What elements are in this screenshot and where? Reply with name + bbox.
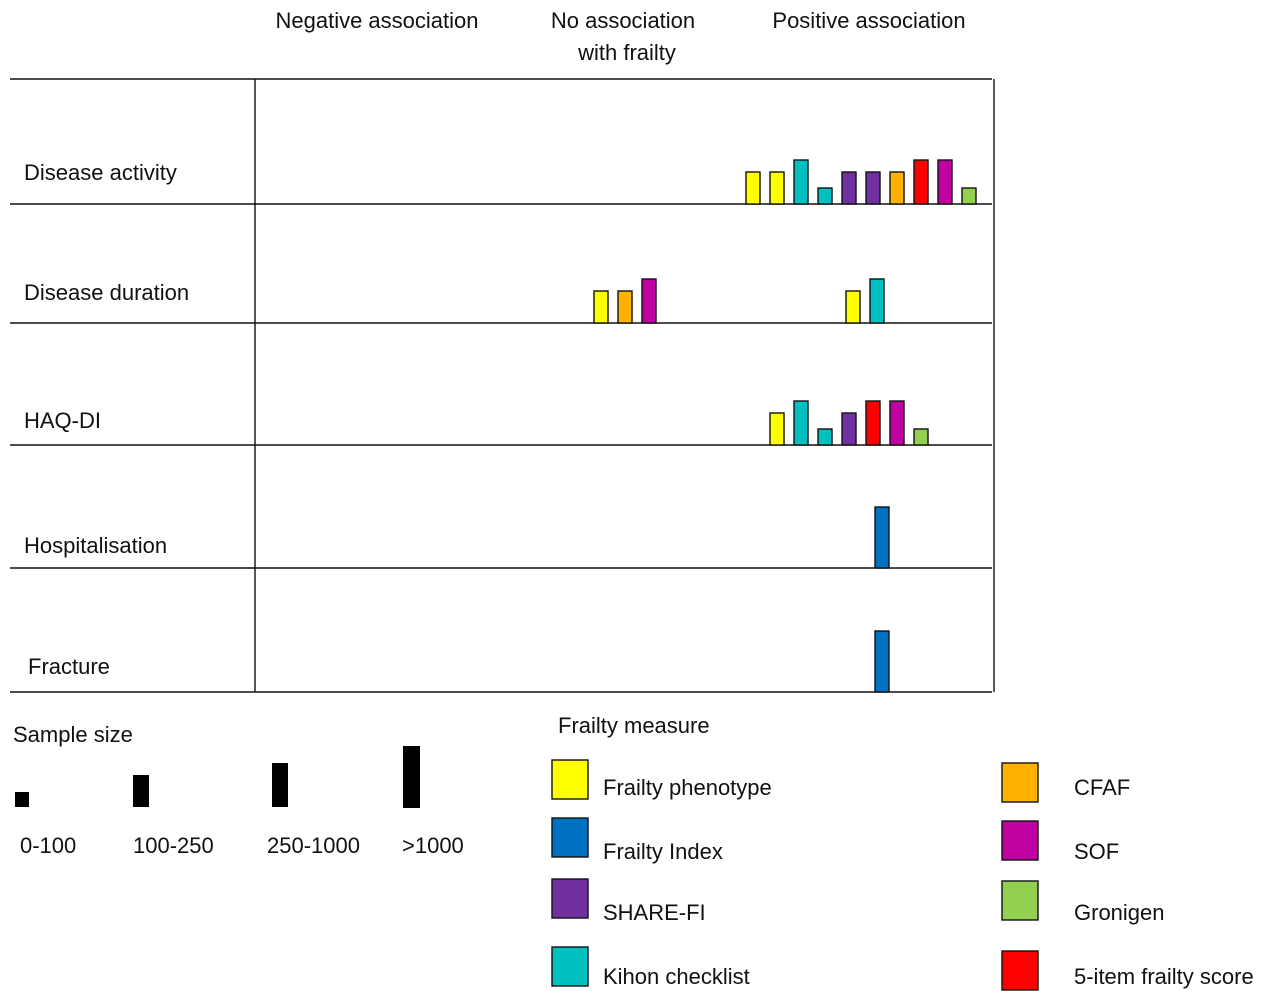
- study-bar-kihon: [869, 278, 885, 324]
- study-bar-phenotype: [769, 412, 785, 446]
- study-bar-share: [841, 412, 857, 446]
- legend-label-5-item-frailty-score: 5-item frailty score: [1074, 964, 1254, 989]
- header-positive: Positive association: [772, 8, 965, 33]
- sample-size-label-250-1000: 250-1000: [267, 833, 360, 858]
- sample-size-swatch-0-100: [15, 792, 29, 807]
- legend-frailty-measure-title: Frailty measure: [558, 713, 710, 738]
- study-bar-kihon: [793, 400, 809, 446]
- study-bar-five_item: [865, 400, 881, 446]
- legend-swatch-5-item-frailty-score: [1001, 950, 1039, 991]
- header-negative: Negative association: [275, 8, 478, 33]
- study-bar-sof: [889, 400, 905, 446]
- legend-swatch-frailty-phenotype: [551, 759, 589, 800]
- legend-swatch-sof: [1001, 820, 1039, 861]
- row-label-haq-di: HAQ-DI: [24, 408, 101, 433]
- study-bar-sof: [641, 278, 657, 324]
- row-label-fracture: Fracture: [28, 654, 110, 679]
- sample-size-swatch-100-250: [133, 775, 149, 807]
- legend-swatch-gronigen: [1001, 880, 1039, 921]
- study-bars: [593, 159, 977, 693]
- row-label-hospitalisation: Hospitalisation: [24, 533, 167, 558]
- study-bar-share: [865, 171, 881, 205]
- sample-size-label-0-100: 0-100: [20, 833, 76, 858]
- legend-label-frailty-phenotype: Frailty phenotype: [603, 775, 772, 800]
- sample-size-swatch-250-1000: [272, 763, 288, 807]
- sample-size-label-100-250: 100-250: [133, 833, 214, 858]
- study-bar-gronigen: [961, 187, 977, 205]
- header-no-association-line1: No association: [551, 8, 695, 33]
- study-bar-kihon: [793, 159, 809, 205]
- legend-label-sof: SOF: [1074, 839, 1119, 864]
- study-bar-phenotype: [769, 171, 785, 205]
- study-bar-gronigen: [913, 428, 929, 446]
- legend-swatch-kihon-checklist: [551, 946, 589, 987]
- legend-label-share-fi: SHARE-FI: [603, 900, 706, 925]
- study-bar-phenotype: [745, 171, 761, 205]
- study-bar-cfaf: [889, 171, 905, 205]
- row-label-disease-activity: Disease activity: [24, 160, 177, 185]
- legend-label-kihon-checklist: Kihon checklist: [603, 964, 750, 989]
- legend-swatch-cfaf: [1001, 762, 1039, 803]
- study-bar-index: [874, 630, 890, 693]
- study-bar-cfaf: [617, 290, 633, 324]
- study-bar-kihon: [817, 187, 833, 205]
- study-bar-phenotype: [845, 290, 861, 324]
- study-bar-five_item: [913, 159, 929, 205]
- study-bar-index: [874, 506, 890, 569]
- legend-swatch-share-fi: [551, 878, 589, 919]
- study-bar-kihon: [817, 428, 833, 446]
- legend-label-cfaf: CFAF: [1074, 775, 1130, 800]
- legend-label-frailty-index: Frailty Index: [603, 839, 723, 864]
- header-no-association-line2: with frailty: [577, 40, 676, 65]
- study-bar-sof: [937, 159, 953, 205]
- study-bar-phenotype: [593, 290, 609, 324]
- sample-size-swatch-over-1000: [403, 746, 420, 808]
- legend-swatch-frailty-index: [551, 817, 589, 858]
- row-label-disease-duration: Disease duration: [24, 280, 189, 305]
- sample-size-label-over-1000: >1000: [402, 833, 464, 858]
- study-bar-share: [841, 171, 857, 205]
- legend-sample-size-title: Sample size: [13, 722, 133, 747]
- legend-label-gronigen: Gronigen: [1074, 900, 1165, 925]
